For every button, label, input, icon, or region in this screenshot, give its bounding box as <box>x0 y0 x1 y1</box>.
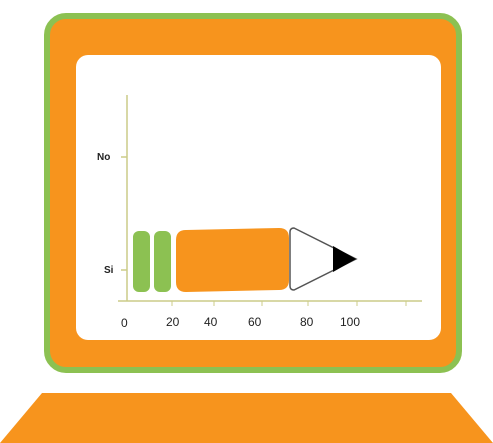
y-label-no: No <box>97 152 110 163</box>
pencil-lead <box>333 246 356 272</box>
x-tick-80: 80 <box>300 315 314 329</box>
x-tick-0: 0 <box>121 316 128 330</box>
eraser-segment-2 <box>154 231 171 292</box>
eraser-segment-1 <box>133 231 150 292</box>
x-tick-20: 20 <box>166 315 180 329</box>
pencil-tip <box>289 227 358 291</box>
x-tick-100: 100 <box>340 315 360 329</box>
monitor-stand <box>0 393 493 443</box>
y-label-si: Si <box>104 265 114 276</box>
x-tick-40: 40 <box>204 315 218 329</box>
monitor-screen <box>76 55 441 340</box>
x-tick-60: 60 <box>248 315 262 329</box>
pencil-body <box>176 228 289 292</box>
